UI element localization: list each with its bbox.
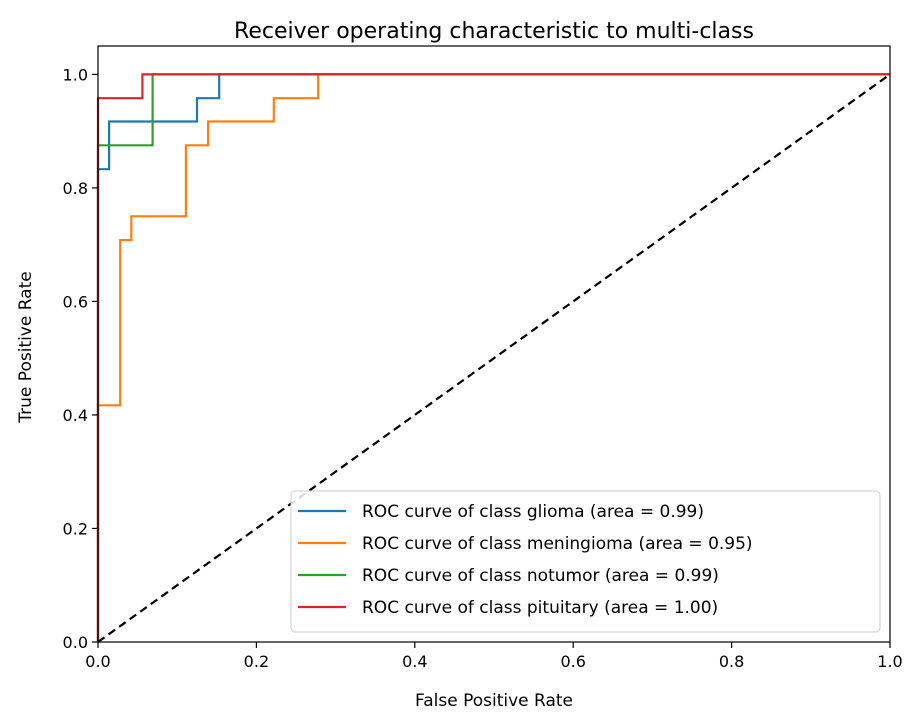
axes-frame: [97, 45, 891, 643]
legend-label-3: ROC curve of class pituitary (area = 1.0…: [362, 598, 718, 618]
legend-label-0: ROC curve of class glioma (area = 0.99): [362, 502, 704, 522]
y-tick-label-5: 1.0: [63, 65, 88, 84]
y-axis-label: True Positive Rate: [16, 271, 36, 423]
y-tick-label-3: 0.6: [63, 292, 88, 311]
x-tick-label-0: 0.0: [85, 652, 110, 671]
series-line-0: [96, 73, 890, 642]
chart-title: Receiver operating characteristic to mul…: [234, 19, 754, 44]
y-tick-label-4: 0.8: [63, 179, 88, 198]
x-tick-label-2: 0.4: [402, 652, 427, 671]
series-line-1: [96, 73, 890, 642]
reference-diagonal-line: [97, 73, 891, 643]
legend-box: [290, 490, 881, 633]
y-tick-label-0: 0.0: [63, 633, 88, 652]
legend-label-1: ROC curve of class meningioma (area = 0.…: [362, 534, 753, 554]
x-tick-label-3: 0.6: [560, 652, 585, 671]
y-tick-label-2: 0.4: [63, 406, 88, 425]
x-axis-label: False Positive Rate: [415, 691, 573, 711]
y-tick-label-1: 0.2: [63, 519, 88, 538]
axes: 0.0 0.2 0.4 0.6 0.8 1.0 0.0 0.2 0.4 0.6 0.8 1.0: [63, 45, 903, 671]
legend: ROC curve of class glioma (area = 0.99) R…: [290, 490, 881, 633]
x-tick-label-1: 0.2: [244, 652, 269, 671]
legend-label-2: ROC curve of class notumor (area = 0.99): [362, 566, 719, 586]
x-tick-label-5: 1.0: [877, 652, 902, 671]
x-tick-label-4: 0.8: [719, 652, 744, 671]
